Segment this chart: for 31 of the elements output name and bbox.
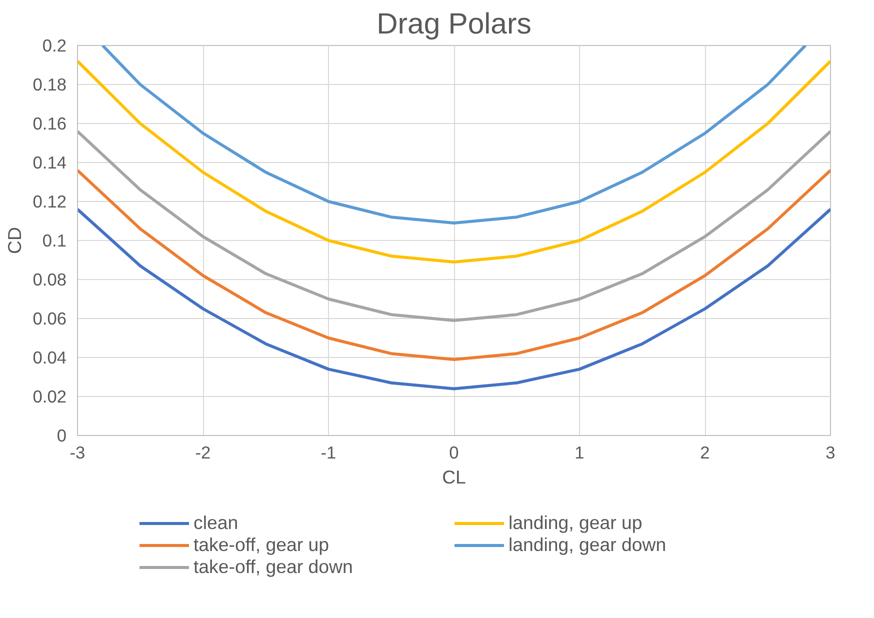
y-tick-label: 0.16 <box>32 114 67 134</box>
y-tick-label: 0.02 <box>32 386 67 406</box>
x-tick-label: 1 <box>574 442 584 462</box>
legend-label: landing, gear down <box>508 534 668 556</box>
y-tick-label: 0 <box>56 426 67 446</box>
legend-label: take-off, gear up <box>194 534 330 556</box>
line-series <box>101 46 807 224</box>
x-axis-title: CL <box>442 466 466 488</box>
x-tick-label: 0 <box>449 442 459 462</box>
y-tick-label: 0.18 <box>32 74 67 94</box>
y-tick-label: 0.14 <box>32 152 67 172</box>
legend-label: clean <box>194 512 240 534</box>
y-tick-label: 0.08 <box>32 270 67 290</box>
legend-label: take-off, gear down <box>194 556 354 578</box>
y-tick-label: 0.12 <box>32 192 67 212</box>
y-tick-label: 0.1 <box>42 230 67 250</box>
x-tick-label: -2 <box>195 442 211 462</box>
x-tick-label: -3 <box>70 442 86 462</box>
line-series <box>78 130 830 322</box>
x-tick-label: 3 <box>826 442 836 462</box>
line-series <box>78 60 830 264</box>
x-tick-label: 2 <box>700 442 710 462</box>
y-axis-title: CD <box>4 227 25 254</box>
line-series <box>78 208 830 390</box>
chart-title: Drag Polars <box>376 8 532 40</box>
legend-label: landing, gear up <box>508 512 644 534</box>
line-series <box>78 168 830 361</box>
y-tick-label: 0.06 <box>32 308 67 328</box>
y-tick-label: 0.04 <box>32 348 67 368</box>
y-tick-label: 0.2 <box>42 36 67 56</box>
x-tick-label: -1 <box>320 442 336 462</box>
